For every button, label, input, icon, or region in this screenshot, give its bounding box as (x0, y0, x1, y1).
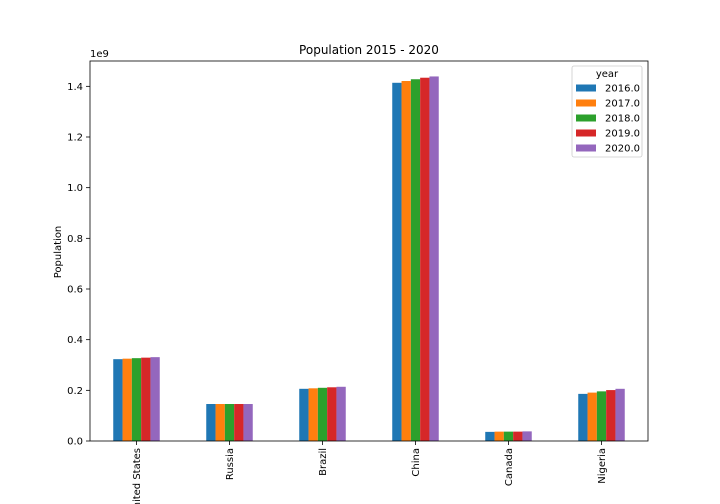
legend-swatch (576, 84, 596, 92)
bar-canada-2019 (513, 431, 523, 441)
legend-swatch (576, 144, 596, 152)
bar-china-2017 (401, 81, 411, 441)
bar-brazil-2019 (327, 387, 337, 441)
y-tick-label: 1.0 (67, 183, 83, 194)
bar-canada-2020 (522, 431, 532, 441)
x-tick-label: China (411, 448, 422, 477)
bar-united-states-2019 (141, 357, 151, 441)
bar-russia-2016 (206, 404, 216, 441)
bar-united-states-2020 (150, 357, 160, 441)
bar-nigeria-2018 (596, 391, 607, 441)
y-tick-label: 1.2 (67, 133, 83, 144)
legend-label: 2017.0 (605, 99, 640, 110)
bar-nigeria-2017 (587, 392, 597, 441)
y-tick-label: 1.4 (67, 82, 83, 93)
x-ticks-group: United States Russia Brazil China Canada Nige… (132, 441, 608, 504)
y-tick-label: 0.4 (67, 335, 83, 346)
bar-canada-2017 (494, 431, 504, 441)
x-tick-label: Brazil (318, 448, 329, 476)
bar-canada-2018 (503, 431, 514, 441)
y-axis-scale-label: 1e9 (90, 49, 109, 60)
x-tick-label: Russia (225, 448, 236, 480)
bar-united-states-2017 (122, 358, 132, 441)
bar-nigeria-2020 (615, 388, 625, 441)
bar-china-2018 (410, 79, 421, 442)
legend-swatch (576, 114, 596, 122)
y-tick-label: 0.6 (67, 285, 83, 296)
bar-russia-2020 (243, 404, 253, 441)
y-tick-label: 0.0 (67, 437, 83, 448)
x-tick-label: Canada (504, 448, 515, 486)
bar-russia-2018 (224, 404, 235, 441)
bars-group (113, 76, 625, 442)
bar-nigeria-2019 (606, 390, 616, 441)
legend-swatch (576, 99, 596, 107)
legend: year 2016.0 2017.0 2018.0 2019.0 2020.0 (571, 65, 643, 158)
bar-russia-2017 (215, 404, 225, 441)
bar-nigeria-2016 (578, 393, 588, 441)
bar-canada-2016 (485, 431, 495, 441)
x-tick-label: United States (132, 448, 143, 504)
bar-china-2020 (429, 76, 439, 441)
bar-russia-2019 (234, 404, 244, 441)
chart-title: Population 2015 - 2020 (299, 43, 439, 57)
y-tick-label: 0.8 (67, 234, 83, 245)
axes-frame (89, 60, 649, 442)
x-tick-label: Nigeria (597, 448, 608, 484)
y-axis-label: Population (53, 226, 64, 279)
bar-china-2019 (420, 77, 430, 441)
legend-label: 2019.0 (605, 129, 640, 140)
bar-united-states-2016 (113, 359, 123, 441)
bar-brazil-2020 (336, 386, 346, 441)
legend-label: 2020.0 (605, 144, 640, 155)
bar-brazil-2016 (299, 388, 309, 441)
legend-title: year (596, 69, 619, 80)
legend-swatch (576, 129, 596, 137)
legend-label: 2018.0 (605, 114, 640, 125)
bar-brazil-2017 (308, 388, 318, 441)
bar-united-states-2018 (131, 358, 142, 441)
legend-label: 2016.0 (605, 84, 640, 95)
y-ticks-group: 0.0 0.2 0.4 0.6 0.8 1.0 1.2 1.4 (67, 82, 90, 448)
bar-china-2016 (392, 82, 402, 441)
y-tick-label: 0.2 (67, 386, 83, 397)
bar-brazil-2018 (317, 387, 328, 441)
